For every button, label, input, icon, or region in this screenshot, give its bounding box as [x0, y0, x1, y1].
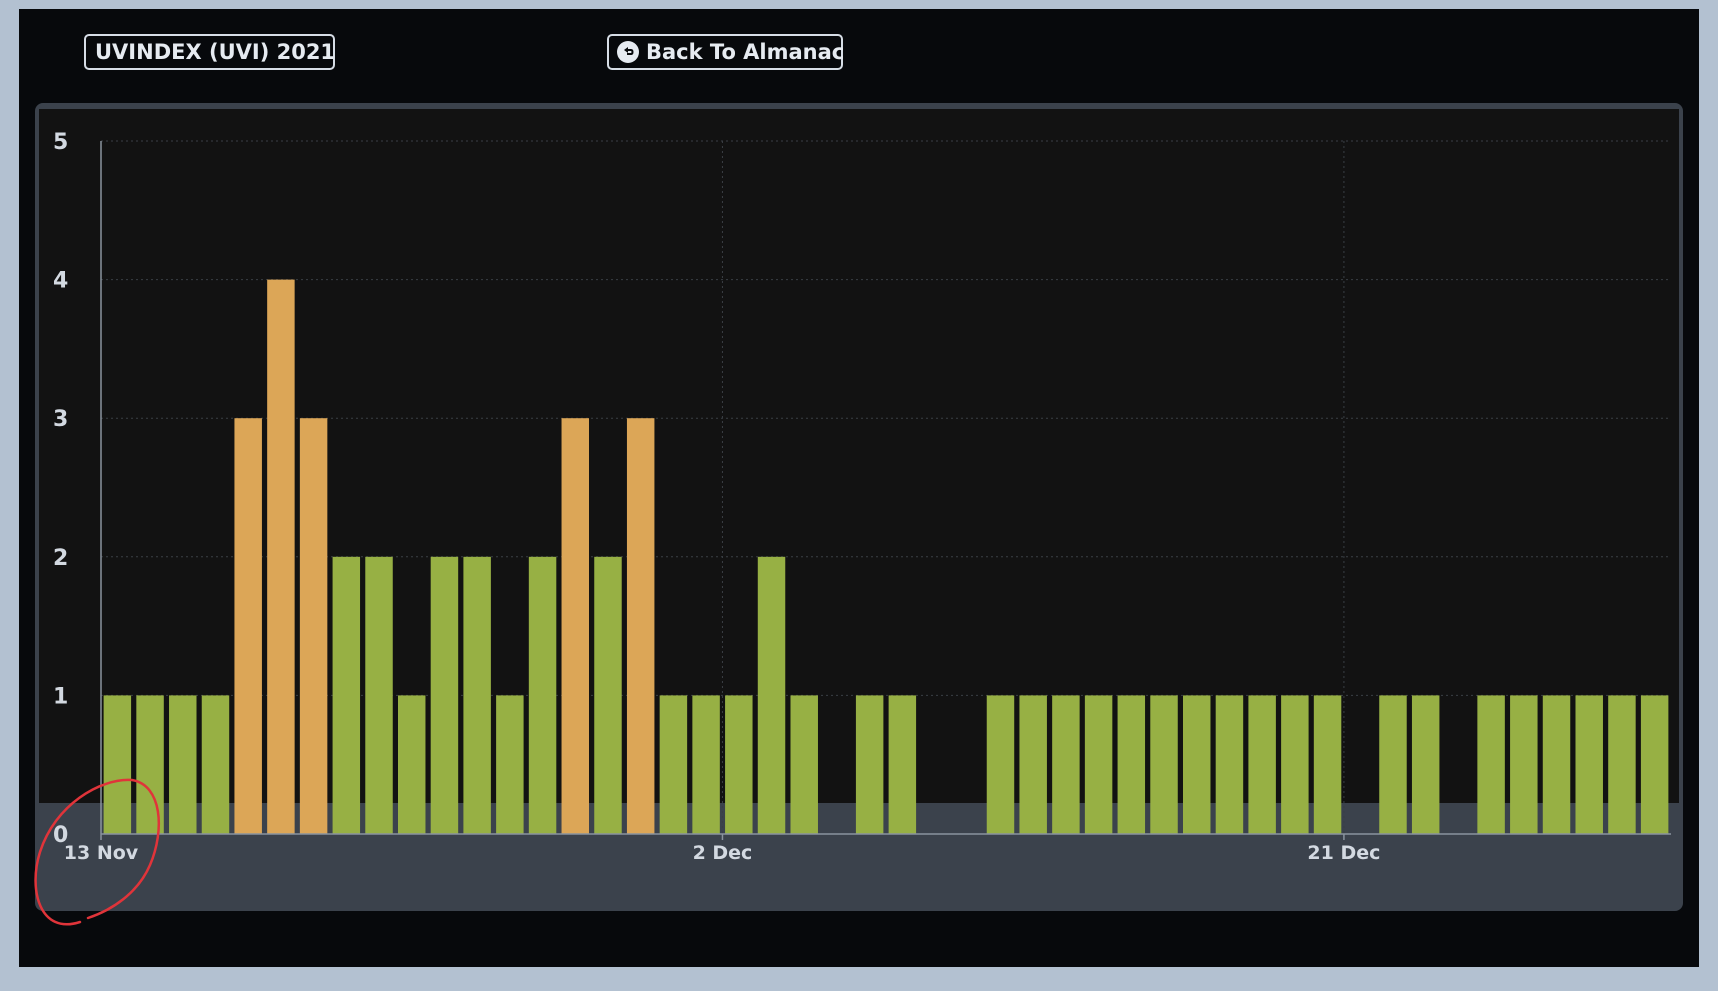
y-tick-label: 4 [53, 269, 68, 294]
uvi-bar[interactable] [1182, 695, 1211, 834]
x-tick-label: 2 Dec [693, 842, 753, 864]
uvi-bar[interactable] [169, 695, 197, 834]
chart-frame: 0 1 2 3 4 5 13 Nov 2 Dec 21 Dec [35, 103, 1683, 911]
uvi-bar[interactable] [332, 556, 361, 834]
x-tick-label: 21 Dec [1307, 842, 1380, 864]
uvi-bar[interactable] [790, 695, 818, 834]
back-button-label: Back To Almanac [646, 40, 845, 64]
uvi-bar[interactable] [1542, 695, 1571, 834]
back-arrow-circle-icon [617, 41, 639, 63]
uvi-bar[interactable] [986, 695, 1015, 834]
uvi-bar[interactable] [1379, 695, 1407, 834]
uvi-bar[interactable] [1052, 695, 1080, 834]
chart-title: UVINDEX (UVI) 2021 [95, 40, 336, 64]
uvi-bar[interactable] [1411, 695, 1440, 834]
uvi-bar[interactable] [1215, 695, 1244, 834]
uvi-bar[interactable] [267, 279, 295, 835]
uvi-bar[interactable] [1281, 695, 1309, 834]
uvi-bar[interactable] [528, 556, 557, 834]
uvi-bar[interactable] [659, 695, 688, 834]
uvi-bar[interactable] [888, 695, 917, 834]
uvi-bar[interactable] [136, 695, 164, 834]
uvi-bar[interactable] [1084, 695, 1113, 834]
y-tick-label: 2 [53, 546, 68, 571]
uvi-bar[interactable] [692, 695, 720, 834]
uvi-bar[interactable] [594, 556, 622, 834]
uvi-bar[interactable] [397, 695, 426, 834]
chart-title-badge: UVINDEX (UVI) 2021 [84, 34, 335, 70]
uvi-bar[interactable] [1117, 695, 1146, 834]
x-tick-label: 13 Nov [64, 842, 139, 864]
uvi-bar[interactable] [299, 418, 328, 834]
uvi-bar[interactable] [1150, 695, 1178, 834]
uvi-bar[interactable] [561, 418, 590, 834]
uvi-bar[interactable] [1608, 695, 1636, 834]
uvi-bar[interactable] [757, 556, 786, 834]
uvi-bar[interactable] [463, 556, 491, 834]
uvi-bar[interactable] [1313, 695, 1342, 834]
uvi-bar[interactable] [430, 556, 459, 834]
uvi-bar[interactable] [626, 418, 655, 834]
uvi-bar[interactable] [1019, 695, 1047, 834]
uvi-bar[interactable] [1640, 695, 1669, 834]
uvi-bar[interactable] [1510, 695, 1538, 834]
uvi-bar[interactable] [103, 695, 132, 834]
y-tick-label: 3 [53, 407, 68, 432]
uvi-bar[interactable] [365, 556, 393, 834]
bars [103, 279, 1669, 835]
y-tick-label: 1 [53, 684, 68, 709]
uvi-bar[interactable] [1575, 695, 1603, 834]
uvi-bar[interactable] [855, 695, 884, 834]
uvi-bar[interactable] [725, 695, 753, 834]
uvi-bar[interactable] [234, 418, 262, 834]
uvi-bar[interactable] [496, 695, 524, 834]
y-tick-label: 5 [53, 130, 68, 155]
uvi-bar[interactable] [201, 695, 230, 834]
back-to-almanac-button[interactable]: Back To Almanac [607, 34, 845, 70]
grid-lines [101, 140, 1671, 834]
uvi-bar[interactable] [1477, 695, 1505, 834]
uvi-bar[interactable] [1248, 695, 1276, 834]
